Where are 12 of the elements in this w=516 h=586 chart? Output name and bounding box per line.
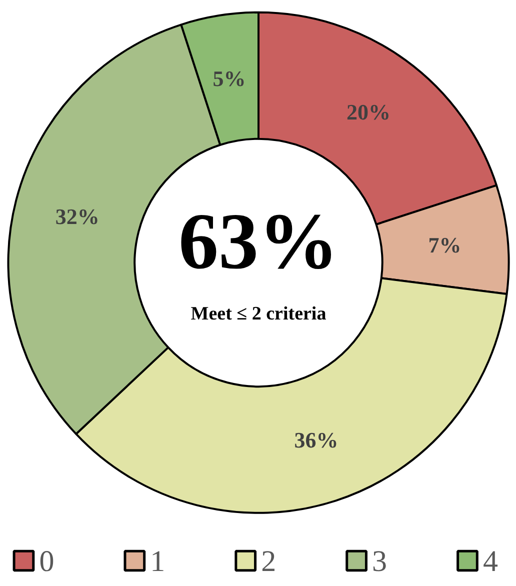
data-label: 32% xyxy=(55,204,100,229)
legend-label: 3 xyxy=(372,544,388,578)
legend-label: 1 xyxy=(150,544,166,578)
legend-label: 2 xyxy=(261,544,276,578)
data-label: 36% xyxy=(294,427,338,452)
legend-label: 4 xyxy=(482,544,498,578)
data-label: 20% xyxy=(346,99,390,124)
data-label: 7% xyxy=(428,232,462,258)
text: Meet ≤ 2 criteria xyxy=(190,304,327,325)
legend-label: 0 xyxy=(39,544,54,578)
data-label: 5% xyxy=(212,66,246,92)
text: 63% xyxy=(178,198,338,286)
